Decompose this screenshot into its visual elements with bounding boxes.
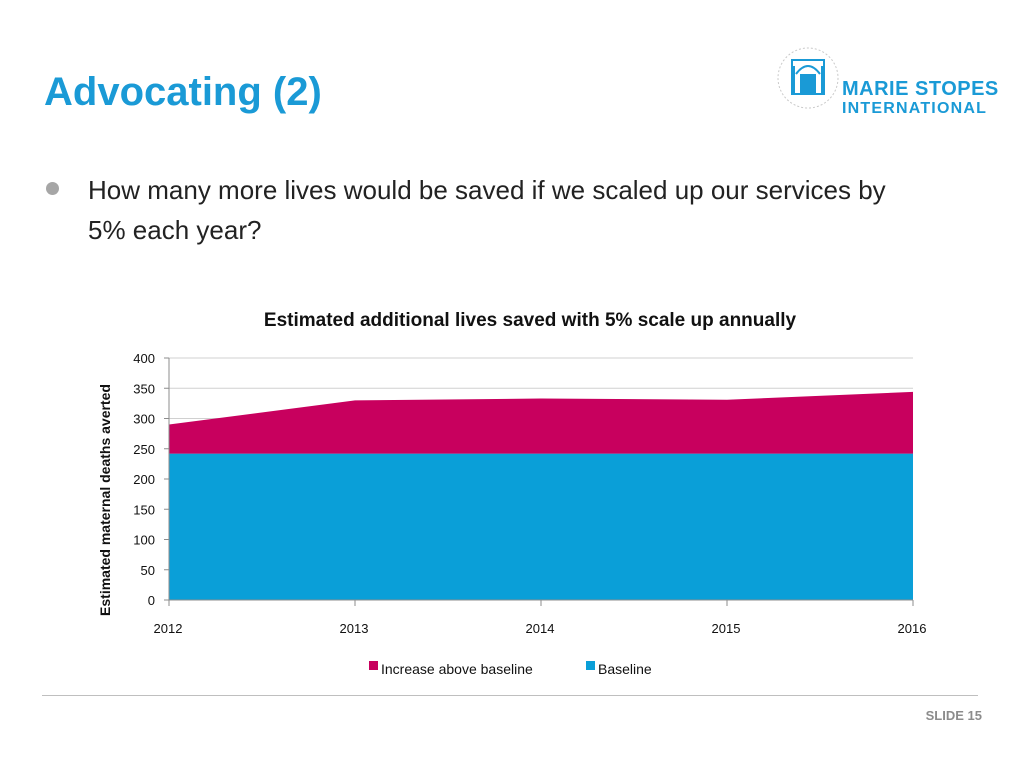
y-tick-label: 100 bbox=[133, 533, 155, 548]
y-tick-label: 250 bbox=[133, 442, 155, 457]
legend-swatch bbox=[586, 661, 595, 670]
bullet-dot-icon bbox=[46, 182, 59, 195]
y-tick-label: 200 bbox=[133, 472, 155, 487]
legend-label: Baseline bbox=[598, 661, 652, 677]
x-tick-label: 2013 bbox=[340, 621, 369, 636]
y-tick-label: 0 bbox=[148, 593, 155, 608]
bullet-text: How many more lives would be saved if we… bbox=[88, 175, 886, 245]
x-tick-label: 2015 bbox=[712, 621, 741, 636]
bullet-item: How many more lives would be saved if we… bbox=[46, 170, 906, 250]
logo: MARIE STOPES INTERNATIONAL bbox=[770, 40, 998, 120]
logo-emblem-icon bbox=[777, 47, 839, 109]
chart-title: Estimated additional lives saved with 5%… bbox=[263, 310, 797, 331]
logo-line-1: MARIE STOPES bbox=[842, 78, 999, 100]
slide-number: SLIDE 15 bbox=[925, 708, 982, 723]
x-tick-label: 2012 bbox=[154, 621, 183, 636]
y-tick-label: 300 bbox=[133, 412, 155, 427]
x-tick-label: 2014 bbox=[526, 621, 555, 636]
logo-line-2: INTERNATIONAL bbox=[842, 100, 988, 117]
legend-swatch bbox=[369, 661, 378, 670]
area-increase-above-baseline bbox=[169, 391, 913, 454]
legend-label: Increase above baseline bbox=[381, 661, 533, 677]
slide-title: Advocating (2) bbox=[44, 70, 322, 114]
y-tick-label: 350 bbox=[133, 381, 155, 396]
y-tick-label: 150 bbox=[133, 502, 155, 517]
chart: 0 50 100 150 200 250 300 350 400 2012 2013 2014 2015… bbox=[97, 351, 927, 677]
footer-divider bbox=[42, 695, 978, 696]
y-tick-label: 400 bbox=[133, 351, 155, 366]
area-baseline bbox=[169, 453, 913, 600]
y-tick-label: 50 bbox=[141, 563, 155, 578]
y-axis-label: Estimated maternal deaths averted bbox=[97, 384, 113, 616]
x-tick-label: 2016 bbox=[898, 621, 927, 636]
